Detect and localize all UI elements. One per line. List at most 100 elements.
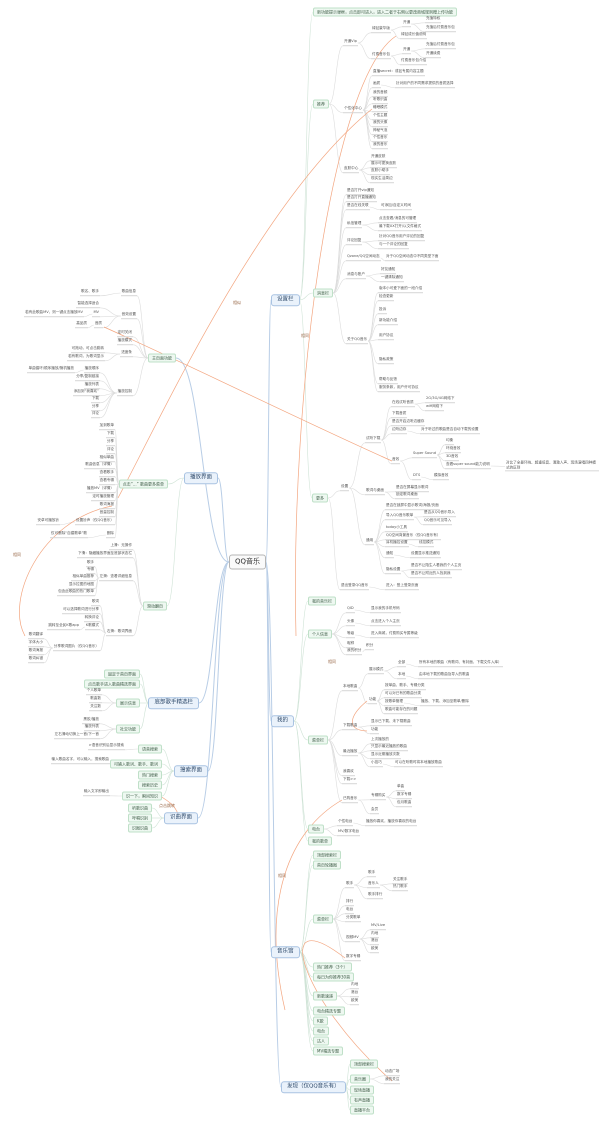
node-u-dl2[interactable]: 功能: [370, 728, 380, 734]
node-s-more[interactable]: 更多: [312, 493, 328, 503]
node-m-menu[interactable]: 菜单栏: [308, 735, 328, 745]
node-sw-right[interactable]: 右滑：歌词界面: [105, 630, 133, 636]
node-i-1a[interactable]: 显示我的手机号码: [370, 607, 401, 613]
node-p-2[interactable]: 听歌识曲: [372, 98, 389, 104]
node-u-fn1[interactable]: 按单曲、歌手、专辑分类: [384, 684, 426, 690]
node-u-buy1c[interactable]: 包月歌曲: [396, 801, 413, 807]
node-h-hot[interactable]: 热门推荐（3个）: [313, 962, 352, 972]
node-pm-10[interactable]: 定时播放管理: [91, 495, 115, 501]
node-x-bar2[interactable]: 若有歌词，为歌词显示: [67, 355, 105, 361]
node-h-sg3[interactable]: 歌手排行: [367, 893, 384, 899]
node-x-c5[interactable]: 下载: [90, 397, 100, 403]
node-u-buy2[interactable]: 会员: [370, 808, 380, 814]
node-u-like[interactable]: 我喜欢: [342, 770, 355, 776]
node-p-1[interactable]: 我的音频: [372, 91, 389, 97]
node-main[interactable]: 主页面功能: [148, 353, 176, 363]
node-p-3[interactable]: 睡眠模式: [372, 106, 389, 112]
node-x-bar[interactable]: 进度条: [120, 351, 133, 357]
node-pm-3[interactable]: 分享: [105, 440, 115, 446]
node-d-3[interactable]: 是否开启边听边缓存: [391, 420, 426, 426]
node-d-ss2[interactable]: 环绕音效: [445, 447, 462, 453]
node-h-rank[interactable]: 排行: [345, 900, 355, 906]
node-x-fx3a[interactable]: 高品质: [75, 322, 88, 328]
node-g-cm2[interactable]: 与一个评论的回复: [378, 243, 409, 249]
node-m-radio[interactable]: 电台: [308, 824, 324, 834]
node-p-secret[interactable]: 直播secret：或钻专属内容主题: [372, 70, 425, 76]
node-s-msg[interactable]: 消息栏: [313, 288, 333, 298]
node-d-1a[interactable]: 2G/3G/4G网络下: [425, 397, 456, 403]
node-m-exit1[interactable]: 进入：登上登录页面: [385, 584, 420, 590]
node-n-7[interactable]: 隐私设置: [385, 568, 402, 574]
node-v-open2b[interactable]: 开通续费: [425, 52, 442, 58]
node-u-down[interactable]: 下载>>: [342, 778, 358, 784]
node-f-voice[interactable]: 有声直播: [350, 1095, 374, 1105]
node-h-mv3[interactable]: 港台: [370, 939, 380, 945]
node-k-4[interactable]: 现实生活周边: [370, 177, 394, 183]
node-h-k[interactable]: K歌: [313, 1016, 328, 1026]
node-d-4[interactable]: 边听边存: [391, 428, 408, 434]
node-pl-more[interactable]: 点击“...” 歌曲更多菜单: [118, 479, 168, 489]
node-n-2b[interactable]: QQ音乐可见导入: [423, 519, 453, 525]
node-u-fn4[interactable]: 歌曲可能存在的问题: [384, 708, 419, 714]
node-i-1[interactable]: QID: [346, 607, 355, 613]
node-s-rec[interactable]: 推荐: [313, 99, 329, 109]
node-r-vip[interactable]: 开通Vip: [343, 40, 358, 46]
node-x-c4[interactable]: 添加到“我喜欢”: [72, 390, 100, 396]
node-root[interactable]: QQ音乐: [229, 554, 267, 570]
node-a-5[interactable]: 用户协议: [378, 334, 395, 340]
node-h-new2[interactable]: 港台: [350, 991, 360, 997]
node-r-mv[interactable]: MV/数字电台: [337, 830, 361, 836]
node-v-open1b[interactable]: 充值后付费音乐包: [425, 26, 456, 32]
node-se-3[interactable]: 热门搜索: [138, 770, 162, 780]
node-h-mv[interactable]: 视频MV: [345, 936, 360, 942]
node-v-open1a[interactable]: 充值特权: [425, 17, 442, 23]
node-u-rec2[interactable]: 只显示最近播放的歌曲: [370, 745, 408, 751]
node-x-info[interactable]: 歌曲信息: [120, 290, 137, 296]
node-n-2[interactable]: 导入QQ音乐歌单: [385, 514, 415, 520]
node-sg-4a[interactable]: 黑胶/播放: [82, 718, 100, 724]
node-bl-4[interactable]: 歌词纠错: [27, 657, 44, 663]
node-sg-3a[interactable]: 个人歌单: [85, 689, 102, 695]
node-h-cat[interactable]: 分类歌单: [345, 916, 362, 922]
node-a-2[interactable]: 检查更新: [378, 295, 395, 301]
node-u-local[interactable]: 本地歌曲: [342, 685, 359, 691]
node-d-2[interactable]: 下载音质: [391, 412, 408, 418]
node-v-open2[interactable]: 开通: [402, 48, 412, 54]
node-bl-1[interactable]: 歌词翻译: [27, 633, 44, 639]
node-d-ss3[interactable]: 3D音效: [445, 455, 460, 461]
node-sw-down[interactable]: 下滑：隐藏播放界面至底部状态栏: [77, 552, 133, 558]
node-g-time[interactable]: 是否在线关联: [346, 204, 370, 210]
node-sr-4[interactable]: K歌模式: [84, 624, 100, 630]
node-u-fn[interactable]: 功能: [368, 698, 378, 704]
node-t-gen[interactable]: 通用: [365, 539, 375, 545]
node-n-7b[interactable]: 是否不让附近的人找到我: [410, 572, 452, 578]
node-h-new[interactable]: 新歌速递: [313, 991, 337, 1001]
node-u-rec4a[interactable]: 可以在听歌时将本地播放歌曲: [394, 761, 443, 767]
node-x-c6[interactable]: 分享: [90, 405, 100, 411]
node-n-1[interactable]: 是否在锁屏中显示歌词/海报/页面: [385, 504, 440, 510]
node-h-new3[interactable]: 欧美: [350, 999, 360, 1005]
node-n-5[interactable]: 耳机播控设置: [385, 541, 409, 547]
node-x-ctl[interactable]: 播放控制: [116, 390, 133, 396]
node-h-ban[interactable]: 首页轮播图: [313, 860, 341, 870]
node-u-rec3[interactable]: 显示近期播放次数: [370, 753, 401, 759]
node-pm-9[interactable]: 播放MV（详情）: [85, 487, 115, 493]
node-h-top[interactable]: 顶部搜索栏: [313, 850, 341, 860]
node-k-3[interactable]: 皮肤小助手: [370, 169, 390, 175]
node-m-set[interactable]: 设置: [340, 485, 350, 491]
node-sg-2[interactable]: 点击歌手进入歌曲精选界面: [84, 679, 140, 689]
node-i-5a[interactable]: 积分: [365, 644, 375, 650]
node-y-1[interactable]: 是否在屏幕显示歌词: [395, 486, 430, 492]
node-rc-1[interactable]: 听歌识曲: [128, 803, 152, 813]
node-a-8[interactable]: 服务条款，用户许可协议: [378, 386, 420, 392]
node-recog[interactable]: 识曲界面: [163, 812, 198, 824]
node-se-1[interactable]: 语音搜索: [138, 744, 162, 754]
node-g-acc[interactable]: 消息与账户: [346, 273, 366, 279]
node-p-q1[interactable]: 针对用户的不同需求提供的音质选择: [395, 82, 455, 88]
node-g-qz1[interactable]: 对于QQ空间动态中不同类型下面: [385, 255, 440, 261]
node-k-2[interactable]: 展示可更换皮肤: [370, 162, 398, 168]
node-se-5[interactable]: 识一下，瞬间知识: [122, 791, 162, 801]
node-pm-14[interactable]: 删除: [105, 532, 115, 538]
node-k-1[interactable]: 开通皮肤: [370, 155, 387, 161]
node-f-plat[interactable]: 直播平台: [350, 1105, 374, 1115]
